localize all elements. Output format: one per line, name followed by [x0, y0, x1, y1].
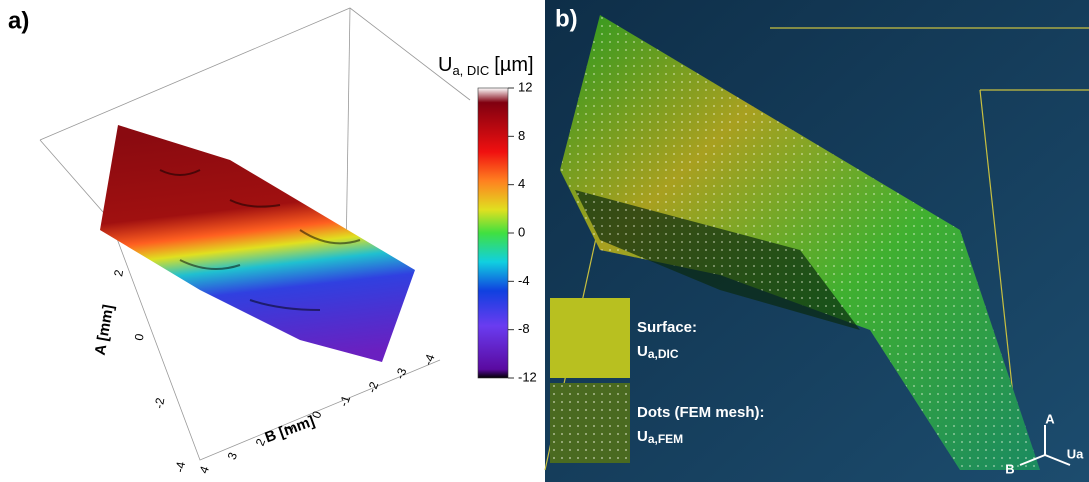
b-tick-label: 3 [225, 450, 241, 461]
triad-label: A [1045, 411, 1055, 426]
figure: a) Ua, DIC[µm] A [mm] B [mm] b) 12840-4-… [0, 0, 1089, 482]
colorbar-tick-label: -4 [518, 273, 530, 288]
b-tick-label: -4 [421, 352, 438, 367]
a-axis-label: A [mm] [92, 303, 118, 356]
colorbar-tick-label: -8 [518, 321, 530, 336]
surface-a [100, 125, 415, 362]
quantity-main: U [637, 428, 648, 445]
inset-surface [550, 298, 630, 378]
legend-title: Surface: [637, 319, 697, 336]
b-tick-label: 4 [197, 464, 213, 475]
a-tick-label: 2 [111, 268, 126, 277]
panel-label: b) [555, 5, 578, 32]
inset-dots-overlay [550, 383, 630, 463]
b-tick-label: -1 [336, 393, 353, 408]
triad-label: B [1005, 461, 1014, 476]
colorbar-title: Ua, DIC [µm] [438, 54, 534, 78]
colorbar-tick-label: 8 [518, 128, 525, 143]
b-tick-label: -2 [365, 380, 382, 395]
quantity-sub: a,DIC [648, 347, 679, 361]
figure-canvas: a) Ua, DIC[µm] A [mm] B [mm] b) 12840-4-… [0, 0, 1089, 482]
colorbar-tick-label: 0 [518, 224, 525, 239]
quantity-main: U [637, 343, 648, 360]
a-tick-label: -2 [152, 396, 168, 409]
legend-title: Dots (FEM mesh): [637, 404, 765, 421]
a-tick-label: 0 [132, 332, 147, 341]
colorbar-tick-label: 4 [518, 176, 525, 191]
a-tick-label: -4 [172, 460, 188, 473]
title-sub: a, DIC [452, 63, 489, 78]
colorbar-tick-label: 12 [518, 79, 532, 94]
quantity-sub: a,FEM [648, 432, 683, 446]
colorbar-tick-label: -12 [518, 369, 537, 384]
panel-label: a) [8, 7, 29, 34]
title-main: U [438, 54, 452, 76]
colorbar [478, 88, 508, 378]
triad-label: Ua [1067, 446, 1084, 461]
title-unit: [µm] [494, 54, 533, 76]
